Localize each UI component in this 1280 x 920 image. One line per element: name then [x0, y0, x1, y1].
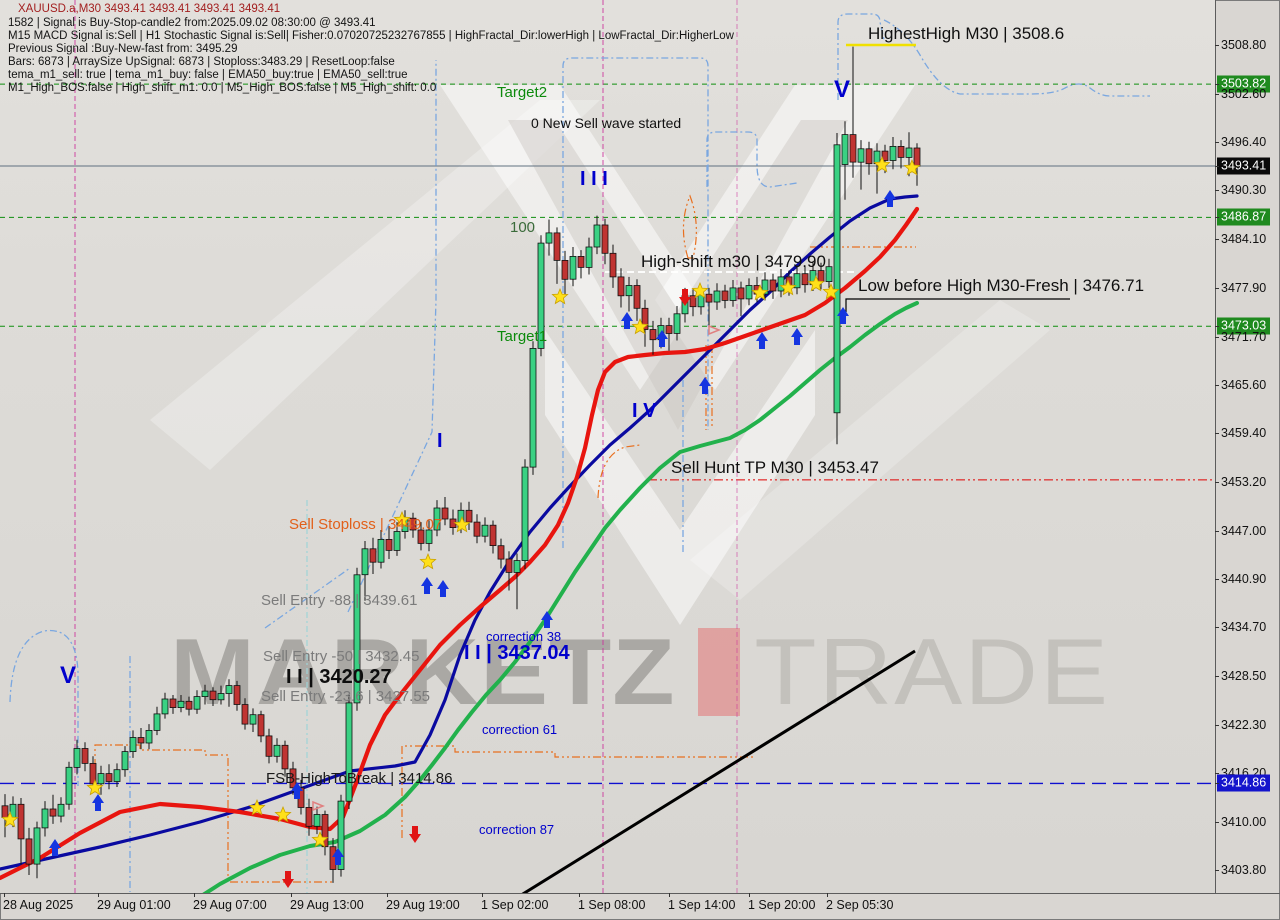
time-tick	[669, 893, 670, 897]
time-tick	[579, 893, 580, 897]
price-tick	[1215, 239, 1219, 241]
price-label: 3484.10	[1221, 232, 1267, 247]
price-badge: 3493.41	[1217, 157, 1271, 175]
time-tick	[4, 893, 5, 897]
price-label: 3410.00	[1221, 814, 1267, 829]
watermark-logo	[150, 85, 915, 625]
price-tick	[1215, 530, 1219, 532]
chart-canvas[interactable]	[0, 0, 1215, 893]
price-tick	[1215, 772, 1219, 774]
price-badge: 3414.86	[1217, 774, 1271, 792]
price-tick	[1215, 870, 1219, 872]
price-tick	[1215, 93, 1219, 95]
time-tick	[482, 893, 483, 897]
price-tick	[1215, 482, 1219, 484]
price-badge: 3473.03	[1217, 317, 1271, 335]
price-tick	[1215, 578, 1219, 580]
time-label: 1 Sep 14:00	[668, 898, 736, 912]
price-badge: 3486.87	[1217, 208, 1271, 226]
price-label: 3496.40	[1221, 135, 1267, 150]
price-label: 3453.20	[1221, 475, 1267, 490]
time-label: 1 Sep 20:00	[748, 898, 816, 912]
chart-plot-area[interactable]: MARKETZ TRADE XAUUSD.a,M30 3493.41 3493.…	[0, 0, 1215, 893]
price-label: 3434.70	[1221, 620, 1267, 635]
time-tick	[749, 893, 750, 897]
time-tick	[291, 893, 292, 897]
price-label: 3508.80	[1221, 38, 1267, 52]
price-tick	[1215, 326, 1219, 328]
price-label: 3465.60	[1221, 377, 1267, 392]
price-tick	[1215, 724, 1219, 726]
price-tick	[1215, 45, 1219, 46]
price-tick	[1215, 821, 1219, 823]
time-label: 28 Aug 2025	[3, 898, 74, 912]
price-label: 3477.90	[1221, 280, 1267, 295]
time-label: 2 Sep 05:30	[826, 898, 894, 912]
time-tick	[387, 893, 388, 897]
price-label: 3422.30	[1221, 717, 1267, 732]
price-tick	[1215, 384, 1219, 386]
time-label: 29 Aug 07:00	[193, 898, 267, 912]
price-tick	[1215, 627, 1219, 629]
price-badge: 3503.82	[1217, 75, 1271, 93]
time-tick	[98, 893, 99, 897]
price-tick	[1215, 190, 1219, 192]
price-tick	[1215, 84, 1219, 86]
price-tick	[1215, 217, 1219, 219]
price-label: 3459.40	[1221, 426, 1267, 441]
price-tick	[1215, 165, 1219, 167]
price-tick	[1215, 336, 1219, 338]
price-label: 3428.50	[1221, 669, 1267, 684]
time-label: 29 Aug 13:00	[290, 898, 364, 912]
time-tick	[827, 893, 828, 897]
price-label: 3490.30	[1221, 183, 1267, 198]
price-tick	[1215, 287, 1219, 289]
time-tick	[194, 893, 195, 897]
price-tick	[1215, 433, 1219, 435]
price-label: 3502.60	[1221, 86, 1267, 101]
price-label: 3440.90	[1221, 571, 1267, 586]
price-label: 3403.80	[1221, 863, 1267, 878]
time-label: 29 Aug 19:00	[386, 898, 460, 912]
price-axis-border	[1215, 0, 1216, 893]
price-tick	[1215, 783, 1219, 785]
price-tick	[1215, 142, 1219, 144]
price-label: 3447.00	[1221, 523, 1267, 538]
time-axis-border	[0, 893, 1280, 894]
time-label: 29 Aug 01:00	[97, 898, 171, 912]
time-label: 1 Sep 08:00	[578, 898, 646, 912]
price-label: 3471.70	[1221, 329, 1267, 344]
time-label: 1 Sep 02:00	[481, 898, 549, 912]
price-tick	[1215, 676, 1219, 678]
